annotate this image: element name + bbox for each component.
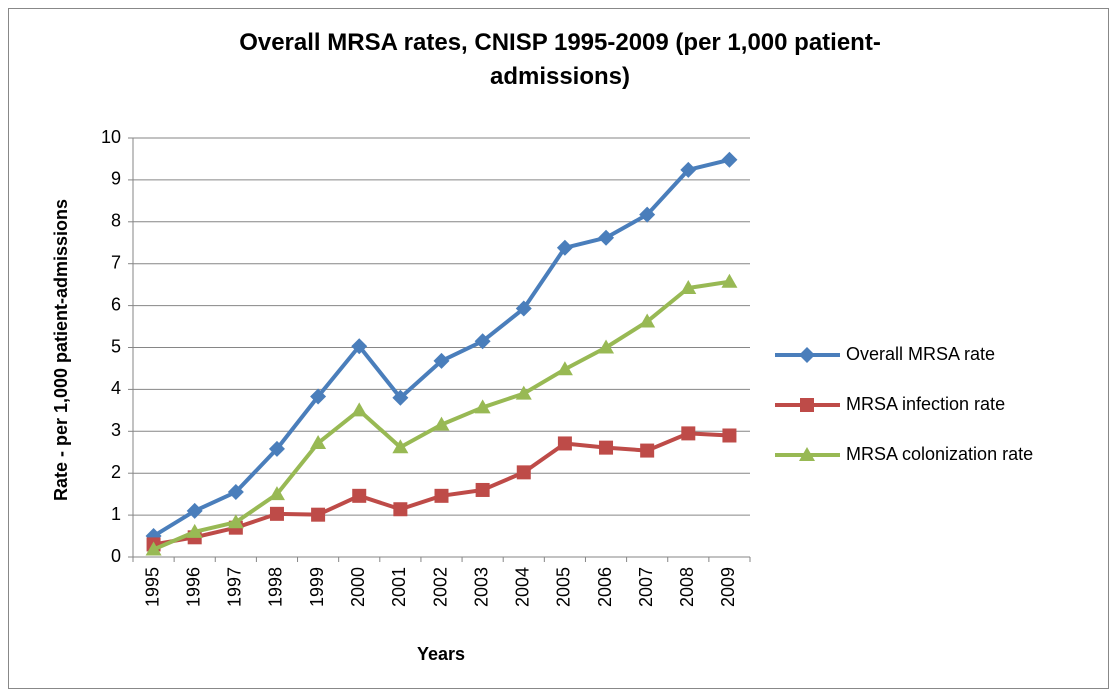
marker	[515, 385, 532, 400]
chart-border	[8, 8, 1109, 689]
marker	[475, 482, 490, 497]
legend-label: MRSA infection rate	[846, 394, 1005, 414]
marker	[639, 313, 656, 328]
marker	[186, 523, 203, 538]
x-tick-label: 2003	[471, 567, 491, 607]
y-tick-label: 5	[111, 336, 121, 356]
marker	[598, 229, 615, 246]
y-axis-label: Rate - per 1,000 patient-admissions	[51, 199, 71, 501]
marker	[556, 361, 573, 376]
legend-label: Overall MRSA rate	[846, 344, 995, 364]
y-tick-label: 1	[111, 504, 121, 524]
marker	[268, 486, 285, 501]
marker	[268, 440, 285, 457]
marker	[351, 338, 368, 355]
x-tick-label: 2006	[595, 567, 615, 607]
marker	[799, 347, 815, 363]
marker	[269, 506, 284, 521]
x-tick-label: 2009	[718, 567, 738, 607]
marker	[681, 426, 696, 441]
marker	[721, 273, 738, 288]
marker	[640, 443, 655, 458]
marker	[557, 436, 572, 451]
y-tick-label: 6	[111, 294, 121, 314]
marker	[227, 484, 244, 501]
y-tick-label: 2	[111, 462, 121, 482]
y-tick-label: 0	[111, 546, 121, 566]
marker	[392, 389, 409, 406]
marker	[434, 488, 449, 503]
y-tick-label: 3	[111, 420, 121, 440]
x-tick-label: 1998	[266, 567, 286, 607]
y-tick-label: 7	[111, 252, 121, 272]
marker	[721, 151, 738, 168]
marker	[474, 333, 491, 350]
legend-label: MRSA colonization rate	[846, 444, 1033, 464]
marker	[310, 435, 327, 450]
x-tick-label: 2001	[389, 567, 409, 607]
y-tick-label: 10	[101, 127, 121, 147]
x-axis-label: Years	[417, 644, 465, 664]
x-tick-label: 1996	[183, 567, 203, 607]
marker	[556, 239, 573, 256]
marker	[433, 416, 450, 431]
y-tick-label: 8	[111, 211, 121, 231]
marker	[799, 447, 815, 461]
marker	[599, 440, 614, 455]
marker	[515, 300, 532, 317]
marker	[227, 514, 244, 529]
x-tick-label: 2002	[430, 567, 450, 607]
x-tick-label: 2004	[513, 567, 533, 607]
marker	[639, 206, 656, 223]
marker	[474, 399, 491, 414]
x-tick-label: 2007	[636, 567, 656, 607]
marker	[800, 398, 814, 412]
x-tick-label: 2005	[554, 567, 574, 607]
marker	[145, 541, 162, 556]
marker	[311, 507, 326, 522]
marker	[310, 388, 327, 405]
marker	[351, 402, 368, 417]
marker	[352, 488, 367, 503]
x-tick-label: 1999	[307, 567, 327, 607]
x-tick-label: 1997	[225, 567, 245, 607]
marker	[722, 428, 737, 443]
marker	[516, 465, 531, 480]
y-tick-label: 9	[111, 169, 121, 189]
x-tick-label: 2000	[348, 567, 368, 607]
x-tick-label: 1995	[142, 567, 162, 607]
x-tick-label: 2008	[677, 567, 697, 607]
marker	[186, 502, 203, 519]
chart-title: Overall MRSA rates, CNISP 1995-2009 (per…	[239, 29, 881, 90]
marker	[392, 439, 409, 454]
marker	[680, 161, 697, 178]
marker	[393, 502, 408, 517]
marker	[433, 352, 450, 369]
y-tick-label: 4	[111, 378, 121, 398]
marker	[680, 280, 697, 295]
marker	[598, 339, 615, 354]
